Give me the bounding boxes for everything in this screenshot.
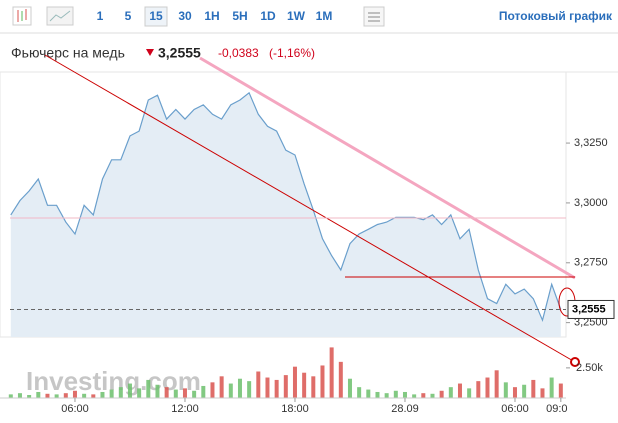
- volume-bar: [467, 388, 472, 398]
- volume-bar: [384, 393, 389, 398]
- interval-button[interactable]: 5: [125, 9, 132, 23]
- volume-bar: [146, 379, 151, 398]
- volume-bar: [173, 389, 178, 398]
- down-arrow: [146, 49, 154, 56]
- price-tag-label: 3,2555: [572, 303, 606, 315]
- volume-bar: [302, 372, 307, 398]
- price-area: [10, 92, 561, 337]
- volume-bar: [448, 387, 453, 398]
- volume-bar: [82, 393, 87, 398]
- volume-bar: [192, 390, 197, 398]
- x-tick-label: 06:00: [61, 403, 89, 415]
- interval-button[interactable]: 1H: [204, 9, 219, 23]
- toolbar: Потоковый график: [0, 6, 618, 34]
- volume-bar: [421, 393, 426, 398]
- volume-bar: [503, 382, 508, 398]
- volume-bar: [347, 378, 352, 398]
- handle: [570, 357, 580, 367]
- trend-line: [44, 54, 576, 363]
- volume-bar: [137, 388, 142, 398]
- volume-bar: [283, 375, 288, 398]
- stream-chart-link[interactable]: Потоковый график: [499, 9, 613, 23]
- volume-bar: [439, 390, 444, 398]
- volume-bar: [531, 379, 536, 398]
- volume-bar: [512, 387, 517, 398]
- price-line: [10, 91, 562, 323]
- interval-button[interactable]: 15: [149, 9, 163, 23]
- volume-bar: [127, 383, 132, 398]
- volume-bar: [17, 393, 22, 398]
- volume-bar: [109, 389, 114, 398]
- volume-bar: [210, 382, 215, 398]
- volume-bar: [338, 361, 343, 398]
- volume-bar: [494, 370, 499, 398]
- volume-bar: [182, 388, 187, 398]
- volume-bar: [237, 378, 242, 398]
- price-change-pct: (-1,16%): [269, 46, 315, 60]
- price-tag: [567, 299, 615, 319]
- volume-bar: [54, 394, 59, 398]
- volume-bar: [311, 376, 316, 398]
- volume-bar: [164, 387, 169, 398]
- volume-bar: [357, 387, 362, 398]
- last-price: 3,2555: [158, 45, 201, 61]
- volume-bar: [485, 377, 490, 398]
- x-tick-label: 18:00: [281, 403, 309, 415]
- interval-button[interactable]: 1W: [287, 9, 306, 23]
- volume-bar: [91, 394, 96, 398]
- y-tick-label: 3,2750: [574, 257, 608, 269]
- volume-bar: [549, 377, 554, 398]
- volume-bar: [201, 385, 206, 398]
- volume-bar: [118, 387, 123, 398]
- volume-bar: [247, 381, 252, 398]
- volume-bar: [366, 389, 371, 398]
- trend-line: [199, 56, 576, 280]
- icon-stroke: [49, 10, 71, 22]
- volume-bar: [228, 383, 233, 398]
- volume-bar: [375, 391, 380, 398]
- active-interval: [144, 6, 168, 27]
- interval-button[interactable]: 5H: [232, 9, 247, 23]
- volume-bar: [265, 377, 270, 398]
- volume-bar: [329, 347, 334, 398]
- interval-button[interactable]: 1M: [316, 9, 333, 23]
- volume-tick-label: 2.50k: [576, 362, 603, 374]
- volume-bar: [100, 391, 105, 398]
- area-icon[interactable]: [46, 6, 74, 26]
- price-change: -0,0383: [218, 46, 259, 60]
- volume-bar: [476, 381, 481, 398]
- x-tick-label: 12:00: [171, 403, 199, 415]
- volume-bar: [522, 384, 527, 398]
- volume-bar: [412, 394, 417, 398]
- volume-bar: [558, 383, 563, 398]
- volume-bar: [256, 371, 261, 398]
- volume-bar: [430, 393, 435, 398]
- x-tick-label: 28.09: [391, 403, 419, 415]
- volume-bar: [457, 383, 462, 398]
- interval-button[interactable]: 30: [178, 9, 192, 23]
- volume-bar: [155, 384, 160, 398]
- volume-bar: [8, 394, 13, 398]
- volume-bar: [219, 376, 224, 398]
- volume-bar: [36, 391, 41, 398]
- volume-bar: [63, 393, 68, 398]
- volume-bar: [320, 365, 325, 398]
- volume-bar: [292, 366, 297, 398]
- y-tick-label: 3,3250: [574, 137, 608, 149]
- volume-bar: [540, 388, 545, 398]
- interval-button[interactable]: 1D: [260, 9, 276, 23]
- volume-bar: [402, 391, 407, 398]
- volume-bar: [393, 390, 398, 398]
- x-tick-label: 09:0: [546, 403, 567, 415]
- volume-bar: [45, 393, 50, 398]
- interval-button[interactable]: 1: [97, 9, 104, 23]
- y-tick-label: 3,3000: [574, 197, 608, 209]
- volume-bar: [274, 379, 279, 398]
- volume-bar: [72, 390, 77, 398]
- volume-bar: [27, 394, 32, 398]
- y-tick-label: 3,2500: [574, 317, 608, 329]
- instrument-title: Фьючерс на медь: [11, 45, 125, 61]
- x-tick-label: 06:00: [501, 403, 529, 415]
